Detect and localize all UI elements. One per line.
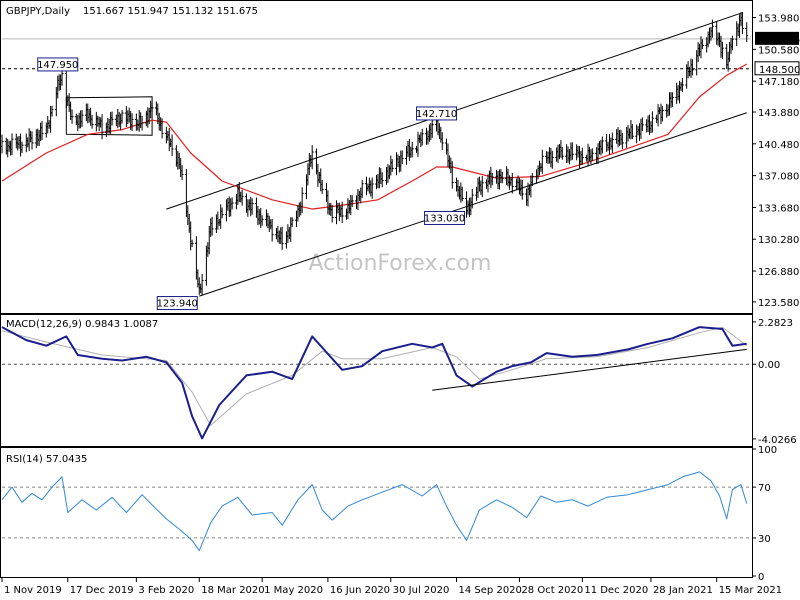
price-tick-label: 123.580 (758, 298, 799, 309)
rsi-layer (1, 471, 751, 552)
rsi-tick-label: 100 (758, 445, 777, 456)
rsi-line (1, 471, 748, 552)
ohlc-label: 151.667 151.947 151.132 151.675 (83, 6, 258, 17)
price-tick-label: 137.080 (758, 172, 799, 183)
date-tick-label: 15 Mar 2021 (719, 585, 782, 596)
rsi-tick-label: 70 (758, 483, 771, 494)
rsi-tick-label: 0 (758, 572, 764, 583)
price-tick-label: 126.880 (758, 267, 799, 278)
macd-tick-label: -4.0266 (758, 435, 797, 446)
price-label: 133.030 (424, 214, 465, 225)
channel-lower-line (199, 112, 747, 297)
price-label-box (37, 57, 79, 72)
date-tick-label: 30 Jul 2020 (393, 585, 450, 596)
current-price-tag (755, 31, 799, 45)
price-label: 142.710 (416, 109, 457, 120)
date-tick-label: 14 Sep 2020 (459, 585, 522, 596)
price-tick-label: 147.180 (758, 77, 799, 88)
price-title: GBPJPY,Daily (6, 6, 70, 17)
level-price-tag-label: 148.500 (759, 65, 800, 76)
macd-line (1, 326, 747, 440)
rsi-title: RSI(14) 57.0435 (6, 454, 87, 465)
date-tick-label: 3 Feb 2020 (138, 585, 194, 596)
price-label-box (416, 106, 458, 121)
price-label-box (424, 211, 466, 226)
macd-panel (0, 314, 753, 447)
date-tick-label: 1 May 2020 (264, 585, 323, 596)
date-tick-label: 1 Nov 2019 (4, 585, 62, 596)
macd-layer (1, 326, 751, 440)
price-label-box (156, 296, 198, 311)
price-label: 147.950 (37, 60, 78, 71)
consolidation-box (65, 96, 153, 136)
macd-tick-label: 0.00 (758, 360, 780, 371)
price-tick-label: 130.280 (758, 235, 799, 246)
rsi-tick-label: 30 (758, 534, 771, 545)
date-tick-label: 11 Dec 2020 (584, 585, 648, 596)
macd-trend-line (432, 348, 747, 391)
level-price-tag (754, 61, 800, 76)
macd-title: MACD(12,26,9) 0.9843 1.0087 (6, 319, 158, 330)
date-tick-label: 16 Jun 2020 (330, 585, 390, 596)
rsi-panel (0, 447, 753, 578)
price-tick-label: 140.480 (758, 140, 799, 151)
date-tick-label: 28 Jan 2021 (653, 585, 713, 596)
price-tick-label: 143.880 (758, 108, 799, 119)
current-price-tag-label: 151.675 (759, 35, 800, 46)
price-tick-label: 153.980 (758, 14, 799, 25)
price-tick-label: 133.680 (758, 203, 799, 214)
date-tick-label: 28 Oct 2020 (521, 585, 583, 596)
macd-tick-label: 2.2823 (758, 318, 793, 329)
price-tick-label: 150.580 (758, 45, 799, 56)
price-label: 123.940 (157, 299, 198, 310)
macd-signal-line (1, 326, 748, 426)
moving-average-line (1, 63, 747, 210)
watermark: ActionForex.com (309, 251, 492, 276)
price-layer: 147.950 142.710 133.030 123.940 (0, 11, 751, 311)
date-tick-label: 17 Dec 2019 (70, 585, 134, 596)
date-tick-label: 18 Mar 2020 (201, 585, 264, 596)
